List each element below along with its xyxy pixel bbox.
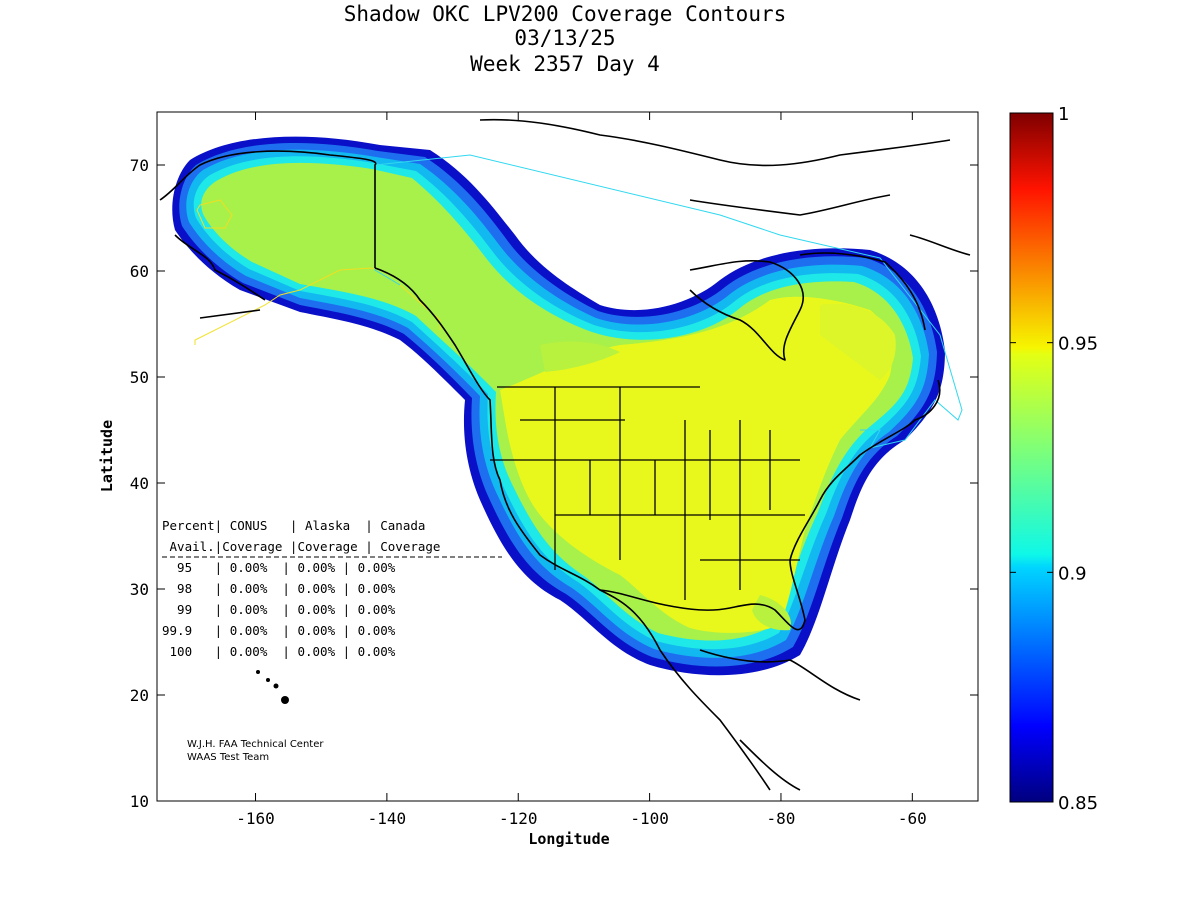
coverage-band-yellow-north xyxy=(820,303,896,380)
colorbar xyxy=(1009,112,1054,803)
chart-title-line2: 03/13/25 xyxy=(514,26,615,50)
x-tick-label: -120 xyxy=(499,809,538,828)
table-row: 100 | 0.00% | 0.00% | 0.00% xyxy=(162,644,396,659)
table-row: 95 | 0.00% | 0.00% | 0.00% xyxy=(162,560,396,575)
table-row: 99.9 | 0.00% | 0.00% | 0.00% xyxy=(162,623,396,638)
y-tick-label: 70 xyxy=(130,156,149,175)
chart-title-line3: Week 2357 Day 4 xyxy=(470,52,660,76)
y-tick-label: 30 xyxy=(130,580,149,599)
credit-line1: W.J.H. FAA Technical Center xyxy=(187,739,324,750)
x-tick-label: -100 xyxy=(630,809,669,828)
hawaii-islands xyxy=(256,670,289,704)
x-axis-label: Longitude xyxy=(528,830,609,848)
x-tick-label: -80 xyxy=(767,809,796,828)
coverage-patch-green xyxy=(540,341,620,372)
colorbar-tick-label: 0.85 xyxy=(1058,793,1098,814)
y-tick-label: 50 xyxy=(130,368,149,387)
map-plot-area xyxy=(157,112,978,801)
y-axis-label: Latitude xyxy=(98,420,116,492)
table-header-row2: Avail.|Coverage |Coverage | Coverage xyxy=(162,539,440,554)
table-header-row1: Percent| CONUS | Alaska | Canada xyxy=(162,518,425,533)
y-tick-label: 60 xyxy=(130,262,149,281)
credit-line2: WAAS Test Team xyxy=(187,752,269,763)
x-tick-label: -160 xyxy=(236,809,275,828)
y-axis-ticks: 10 20 30 40 50 60 70 xyxy=(130,156,978,811)
plot-frame xyxy=(156,111,979,802)
state-boundaries xyxy=(490,386,805,600)
colorbar-tick-label: 0.95 xyxy=(1058,334,1098,355)
colorbar-tick-label: 1 xyxy=(1058,104,1069,125)
y-tick-label: 10 xyxy=(130,792,149,811)
y-tick-label: 20 xyxy=(130,686,149,705)
colorbar-tick-label: 0.9 xyxy=(1058,563,1087,584)
y-tick-label: 40 xyxy=(130,474,149,493)
table-row: 98 | 0.00% | 0.00% | 0.00% xyxy=(162,581,396,596)
x-axis-ticks: -160 -140 -120 -100 -80 -60 xyxy=(236,112,927,828)
colorbar-ticks: 0.85 0.9 0.95 1 xyxy=(1010,104,1098,814)
alaska-boundary xyxy=(194,267,441,345)
coastlines xyxy=(159,118,971,791)
chart-title-line1: Shadow OKC LPV200 Coverage Contours xyxy=(344,2,787,26)
coverage-patch-green xyxy=(752,595,791,631)
table-row: 99 | 0.00% | 0.00% | 0.00% xyxy=(162,602,396,617)
coverage-stats-table: Percent| CONUS | Alaska | Canada Avail.|… xyxy=(162,518,502,659)
x-tick-label: -140 xyxy=(368,809,407,828)
alaska-boundary xyxy=(196,199,233,229)
x-tick-label: -60 xyxy=(898,809,927,828)
